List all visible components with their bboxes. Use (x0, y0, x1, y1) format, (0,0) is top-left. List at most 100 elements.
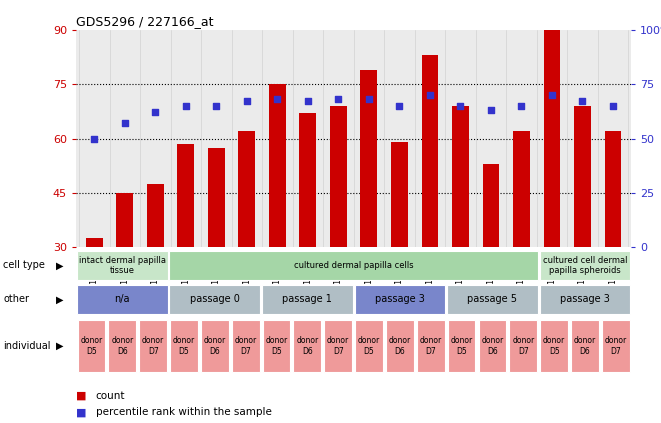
Bar (77, 251, 168, 280)
Bar (447, 319, 475, 372)
Bar (330, 106, 347, 247)
Text: donor
D7: donor D7 (420, 336, 442, 355)
Point (272, 96, 283, 103)
Point (455, 102, 466, 109)
Text: donor
D5: donor D5 (173, 336, 195, 355)
Text: donor
D7: donor D7 (142, 336, 164, 355)
Bar (299, 113, 316, 247)
Text: donor
D5: donor D5 (358, 336, 380, 355)
Bar (354, 285, 446, 314)
Bar (452, 106, 469, 247)
Bar (293, 319, 321, 372)
Point (607, 102, 618, 109)
Point (180, 102, 191, 109)
Bar (483, 164, 499, 247)
Point (89, 135, 100, 142)
Text: n/a: n/a (114, 294, 130, 304)
Bar (269, 84, 286, 247)
Text: passage 3: passage 3 (560, 294, 610, 304)
Bar (386, 319, 414, 372)
Bar (391, 142, 408, 247)
Bar (170, 319, 198, 372)
Bar (539, 285, 631, 314)
Bar (262, 319, 290, 372)
Text: ■: ■ (76, 407, 87, 418)
Bar (602, 319, 630, 372)
Text: donor
D5: donor D5 (81, 336, 102, 355)
Bar (108, 319, 136, 372)
Bar (201, 319, 229, 372)
Text: passage 3: passage 3 (375, 294, 425, 304)
Point (150, 109, 161, 116)
Point (486, 107, 496, 114)
Bar (77, 319, 105, 372)
Text: cultured dermal papilla cells: cultured dermal papilla cells (294, 261, 413, 270)
Text: donor
D7: donor D7 (235, 336, 256, 355)
Bar (139, 319, 167, 372)
Point (424, 92, 435, 99)
Bar (360, 69, 377, 247)
Text: GDS5296 / 227166_at: GDS5296 / 227166_at (76, 16, 214, 28)
Text: count: count (96, 390, 126, 401)
Point (333, 96, 344, 103)
Bar (239, 131, 255, 247)
Bar (147, 184, 164, 247)
Text: donor
D6: donor D6 (574, 336, 596, 355)
Text: donor
D6: donor D6 (389, 336, 411, 355)
Point (211, 102, 221, 109)
Point (303, 98, 313, 105)
Text: ▶: ▶ (56, 341, 63, 351)
Text: ■: ■ (76, 390, 87, 401)
Point (547, 92, 557, 99)
Bar (543, 30, 561, 247)
Text: other: other (3, 294, 29, 304)
Text: donor
D6: donor D6 (481, 336, 504, 355)
Text: passage 0: passage 0 (190, 294, 240, 304)
Bar (513, 131, 530, 247)
Bar (479, 319, 506, 372)
Point (394, 102, 405, 109)
Bar (116, 193, 134, 247)
Bar (540, 319, 568, 372)
Text: percentile rank within the sample: percentile rank within the sample (96, 407, 272, 418)
Point (577, 98, 588, 105)
Bar (417, 319, 445, 372)
Bar (232, 319, 260, 372)
Bar (208, 148, 225, 247)
Text: donor
D6: donor D6 (296, 336, 319, 355)
Text: donor
D5: donor D5 (266, 336, 288, 355)
Text: donor
D5: donor D5 (451, 336, 473, 355)
Bar (169, 251, 538, 280)
Point (120, 120, 130, 126)
Bar (177, 144, 194, 247)
Text: individual: individual (3, 341, 51, 351)
Bar (86, 239, 102, 247)
Text: donor
D6: donor D6 (204, 336, 226, 355)
Bar (77, 285, 168, 314)
Text: cultured cell dermal
papilla spheroids: cultured cell dermal papilla spheroids (543, 256, 627, 275)
Text: donor
D7: donor D7 (512, 336, 534, 355)
Point (364, 96, 374, 103)
Bar (574, 106, 591, 247)
Text: passage 1: passage 1 (282, 294, 332, 304)
Point (516, 102, 527, 109)
Text: donor
D7: donor D7 (327, 336, 349, 355)
Bar (169, 285, 260, 314)
Bar (539, 251, 631, 280)
Bar (571, 319, 599, 372)
Point (241, 98, 252, 105)
Text: cell type: cell type (3, 261, 45, 270)
Text: passage 5: passage 5 (467, 294, 518, 304)
Text: donor
D5: donor D5 (543, 336, 565, 355)
Bar (447, 285, 538, 314)
Bar (510, 319, 537, 372)
Text: ▶: ▶ (56, 261, 63, 270)
Text: intact dermal papilla
tissue: intact dermal papilla tissue (79, 256, 166, 275)
Text: ▶: ▶ (56, 294, 63, 304)
Bar (355, 319, 383, 372)
Bar (325, 319, 352, 372)
Bar (262, 285, 353, 314)
Bar (605, 131, 621, 247)
Text: donor
D7: donor D7 (605, 336, 627, 355)
Text: donor
D6: donor D6 (111, 336, 134, 355)
